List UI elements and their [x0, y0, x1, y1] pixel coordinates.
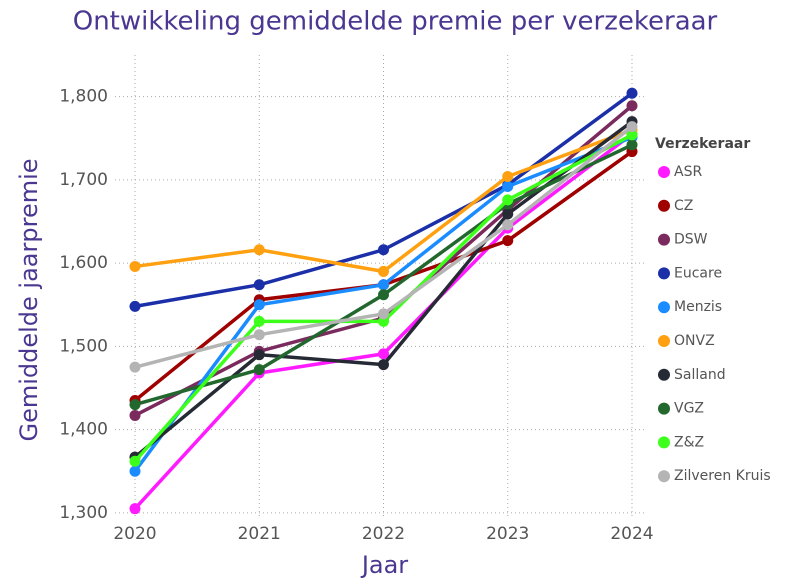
legend-label: DSW — [674, 232, 708, 248]
data-point — [626, 121, 638, 133]
data-point — [502, 235, 514, 247]
legend-swatch — [658, 267, 670, 280]
x-tick-label: 2021 — [238, 524, 281, 544]
legend-swatch — [658, 402, 670, 415]
legend-swatch — [658, 301, 670, 314]
y-tick-label: 1,800 — [59, 87, 108, 107]
legend-label: Eucare — [674, 265, 722, 281]
legend-label: CZ — [674, 198, 693, 214]
data-point — [502, 208, 514, 220]
data-point — [626, 129, 638, 141]
data-point — [129, 503, 141, 515]
legend-swatch — [658, 199, 670, 212]
x-tick-label: 2023 — [486, 524, 529, 544]
y-tick-label: 1,500 — [59, 336, 108, 356]
legend-label: ASR — [674, 164, 702, 180]
legend-label: Z&Z — [674, 434, 704, 450]
y-tick-label: 1,400 — [59, 420, 108, 440]
data-point — [253, 349, 265, 361]
x-tick-label: 2022 — [362, 524, 405, 544]
legend-swatch — [658, 166, 670, 178]
data-point — [129, 300, 141, 312]
data-point — [253, 315, 265, 327]
data-point — [378, 348, 389, 360]
data-point — [129, 409, 141, 421]
legend-label: Zilveren Kruis — [674, 468, 771, 484]
data-point — [378, 308, 389, 320]
legend-swatch — [658, 470, 670, 483]
data-point — [129, 465, 141, 477]
data-point — [378, 279, 389, 291]
data-point — [378, 359, 389, 371]
data-point — [502, 194, 514, 206]
data-point — [253, 329, 265, 341]
data-point — [129, 260, 141, 272]
legend-label: Menzis — [674, 299, 722, 315]
legend-swatch — [658, 368, 670, 381]
data-point — [253, 244, 265, 256]
data-point — [502, 181, 514, 193]
data-point — [129, 361, 141, 373]
x-tick-label: 2020 — [113, 524, 156, 544]
data-point — [129, 455, 141, 467]
legend-swatch — [658, 436, 670, 449]
legend-swatch — [658, 233, 670, 246]
chart-title: Ontwikkeling gemiddelde premie per verze… — [73, 7, 718, 37]
y-tick-label: 1,300 — [59, 503, 108, 523]
data-point — [502, 171, 514, 183]
y-tick-label: 1,600 — [59, 253, 108, 273]
legend-label: VGZ — [674, 401, 704, 417]
legend-title: Verzekeraar — [655, 136, 750, 152]
data-point — [129, 399, 141, 411]
x-tick-label: 2024 — [610, 524, 653, 544]
legend-label: ONVZ — [674, 333, 715, 349]
legend-label: Salland — [674, 367, 726, 383]
legend-swatch — [658, 335, 670, 347]
x-axis-label: Jaar — [360, 551, 408, 578]
data-point — [253, 364, 265, 376]
data-point — [626, 139, 638, 151]
data-point — [626, 100, 638, 112]
data-point — [378, 289, 389, 301]
y-tick-label: 1,700 — [59, 170, 108, 190]
data-point — [378, 265, 389, 277]
data-point — [502, 219, 514, 231]
data-point — [626, 87, 638, 99]
y-axis-label: Gemiddelde jaarpremie — [15, 158, 43, 441]
data-point — [378, 244, 389, 256]
data-point — [253, 299, 265, 311]
data-point — [253, 279, 265, 291]
